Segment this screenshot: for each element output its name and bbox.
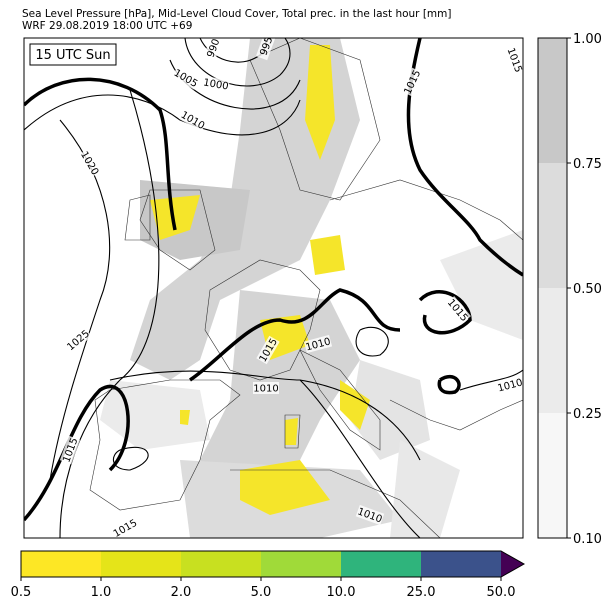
coastlines bbox=[89, 38, 523, 538]
colorbar-tick-label: 10.0 bbox=[327, 585, 356, 600]
cloud-cover bbox=[100, 38, 523, 538]
contour-label-bg bbox=[445, 296, 471, 324]
cloud-colorbar: 0.10 0.25 0.50 0.75 1.00 bbox=[537, 32, 602, 547]
subtitle-line: WRF 29.08.2019 18:00 UTC +69 bbox=[22, 20, 192, 32]
contour-label: 1010 bbox=[253, 384, 278, 395]
colorbar-segment bbox=[538, 163, 567, 288]
colorbar-tick-label: 0.5 bbox=[11, 585, 32, 600]
colorbar-tick-label: 0.50 bbox=[573, 282, 602, 297]
colorbar-tick-label: 1.0 bbox=[91, 585, 112, 600]
contour-label-bg bbox=[303, 334, 333, 354]
contour-label-bg bbox=[59, 435, 81, 465]
colorbar-segment bbox=[538, 413, 567, 538]
colorbar-tick-label: 0.75 bbox=[573, 157, 602, 172]
colorbar-tick-label: 2.0 bbox=[171, 585, 192, 600]
title-line: Sea Level Pressure [hPa], Mid-Level Clou… bbox=[22, 8, 452, 20]
contour-label-bg bbox=[202, 38, 224, 63]
contour-label-bg bbox=[253, 382, 279, 394]
precipitation bbox=[150, 45, 370, 515]
contour-label-bg bbox=[504, 45, 523, 75]
colorbar-segment bbox=[101, 551, 181, 577]
contour-label-bg bbox=[171, 66, 201, 90]
time-label: 15 UTC Sun bbox=[35, 48, 110, 63]
colorbar-tick-label: 50.0 bbox=[487, 585, 516, 600]
colorbar-frame bbox=[20, 550, 526, 578]
colorbar-segment bbox=[538, 288, 567, 413]
contour-label-bg bbox=[256, 335, 280, 365]
contour-label-bg bbox=[202, 75, 230, 93]
colorbar-tick-label: 5.0 bbox=[251, 585, 272, 600]
precip-colorbar: 0.5 1.0 2.0 5.0 10.0 25.0 50.0 bbox=[11, 550, 526, 600]
colorbar-tick-label: 25.0 bbox=[407, 585, 436, 600]
contour-label-bg bbox=[255, 38, 277, 61]
colorbar-segment bbox=[181, 551, 261, 577]
contour-label: 1000 bbox=[202, 77, 229, 92]
contour-label-bg bbox=[78, 148, 102, 178]
contour-label-bg bbox=[495, 375, 523, 395]
contour-label-bg bbox=[401, 67, 423, 97]
colorbar-tick-label: 1.00 bbox=[573, 32, 602, 47]
contour-label-bg bbox=[64, 327, 92, 353]
colorbar-segment bbox=[538, 38, 567, 163]
colorbar-tick-label: 0.10 bbox=[573, 532, 602, 547]
colorbar-segment bbox=[21, 551, 101, 577]
colorbar-tick-label: 0.25 bbox=[573, 407, 602, 422]
contour-label-bg bbox=[178, 108, 208, 132]
time-box bbox=[29, 43, 117, 66]
colorbar-segment bbox=[261, 551, 341, 577]
map-frame bbox=[23, 37, 524, 539]
map: 15 UTC Sun 990 99510001005101010201025101… bbox=[24, 38, 523, 538]
colorbar-extend bbox=[501, 551, 524, 577]
colorbar-segment bbox=[341, 551, 421, 577]
contour-label-bg bbox=[110, 516, 140, 538]
contour-label-bg bbox=[355, 504, 385, 526]
colorbar-segment bbox=[421, 551, 501, 577]
